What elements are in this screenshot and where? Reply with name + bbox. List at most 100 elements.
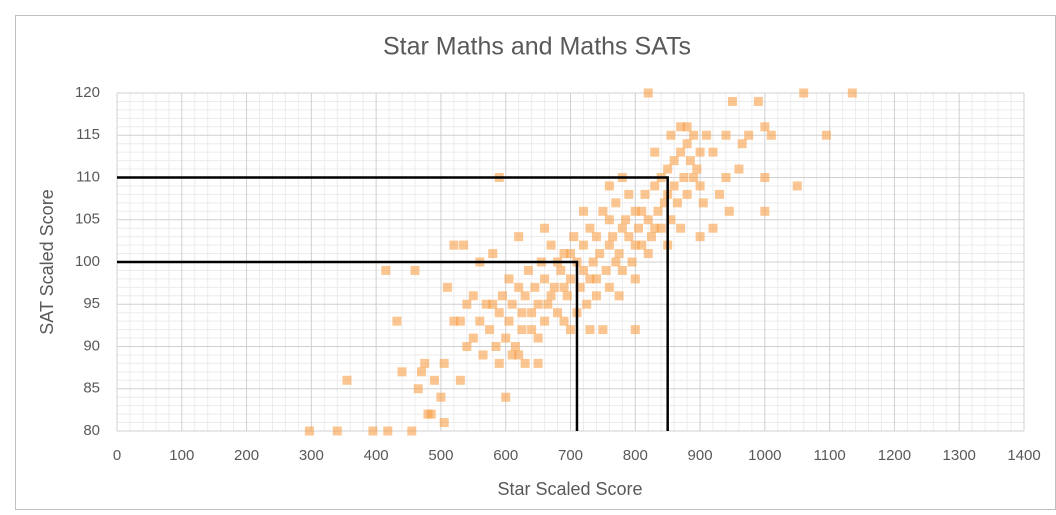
scatter-point <box>689 130 699 140</box>
scatter-point <box>514 232 524 242</box>
scatter-point <box>527 308 537 318</box>
scatter-point <box>578 206 588 216</box>
scatter-point <box>488 299 498 309</box>
scatter-point <box>304 426 314 436</box>
scatter-point <box>724 206 734 216</box>
scatter-point <box>692 164 702 174</box>
y-tick-label: 80 <box>83 422 100 439</box>
scatter-point <box>481 299 491 309</box>
x-tick-label: 600 <box>493 447 518 464</box>
scatter-point <box>695 181 705 191</box>
scatter-point <box>501 392 511 402</box>
x-tick-label: 500 <box>428 447 453 464</box>
scatter-point <box>666 215 676 225</box>
scatter-point <box>475 316 485 326</box>
scatter-point <box>799 88 809 98</box>
x-tick-label: 1300 <box>943 447 976 464</box>
scatter-point <box>617 265 627 275</box>
scatter-point <box>653 206 663 216</box>
scatter-point <box>416 367 426 377</box>
scatter-point <box>462 342 472 351</box>
scatter-point <box>504 274 514 284</box>
scatter-point <box>604 181 614 191</box>
scatter-point <box>715 189 725 199</box>
scatter-point <box>753 96 763 106</box>
y-tick-label: 115 <box>76 126 100 143</box>
scatter-point <box>760 173 770 182</box>
scatter-point <box>676 147 686 157</box>
x-tick-label: 100 <box>169 447 194 464</box>
scatter-point <box>546 240 556 250</box>
scatter-point <box>523 265 533 275</box>
scatter-point <box>656 223 666 233</box>
scatter-point <box>559 249 569 259</box>
scatter-point <box>676 122 686 132</box>
scatter-point <box>604 215 614 225</box>
scatter-point <box>676 223 686 233</box>
scatter-point <box>695 232 705 242</box>
y-tick-label: 105 <box>75 211 100 228</box>
scatter-point <box>442 282 452 292</box>
scatter-point <box>556 265 566 275</box>
scatter-point <box>643 215 653 225</box>
scatter-point <box>666 130 676 140</box>
scatter-point <box>407 426 417 436</box>
scatter-point <box>630 206 640 216</box>
scatter-point <box>585 223 595 233</box>
scatter-point <box>611 198 621 208</box>
scatter-point <box>627 257 637 267</box>
scatter-point <box>578 265 588 275</box>
scatter-point <box>439 358 449 368</box>
chart-title: Star Maths and Maths SATs <box>383 33 691 61</box>
scatter-point <box>646 232 656 242</box>
scatter-point <box>514 282 524 292</box>
scatter-point <box>383 426 393 436</box>
scatter-point <box>721 130 731 140</box>
scatter-point <box>562 291 572 301</box>
scatter-point <box>575 282 585 292</box>
y-tick-label: 95 <box>83 295 100 312</box>
scatter-point <box>504 316 514 326</box>
scatter-point <box>598 325 608 335</box>
scatter-point <box>630 240 640 250</box>
y-tick-label: 90 <box>83 337 100 354</box>
scatter-point <box>624 232 634 242</box>
scatter-point <box>604 240 614 250</box>
scatter-point <box>368 426 378 436</box>
scatter-point <box>530 282 540 292</box>
x-axis-label: Star Scaled Score <box>497 479 642 499</box>
scatter-point <box>637 206 647 216</box>
scatter-point <box>766 130 776 140</box>
scatter-point <box>543 299 553 309</box>
y-tick-label: 110 <box>76 168 100 185</box>
scatter-point <box>494 308 504 318</box>
scatter-point <box>478 350 488 360</box>
scatter-point <box>566 274 575 284</box>
scatter-point <box>621 215 631 225</box>
scatter-point <box>663 164 673 174</box>
scatter-point <box>585 325 595 335</box>
y-tick-label: 100 <box>75 253 100 270</box>
scatter-point <box>591 274 601 284</box>
scatter-point <box>494 358 504 368</box>
reference-line <box>117 260 579 431</box>
x-tick-label: 1200 <box>878 447 911 464</box>
scatter-point <box>436 392 446 402</box>
scatter-point <box>566 325 575 335</box>
scatter-point <box>682 189 692 199</box>
scatter-point <box>614 249 624 259</box>
scatter-point <box>708 147 718 157</box>
scatter-point <box>760 122 770 132</box>
scatter-point <box>630 274 640 284</box>
scatter-point <box>598 206 608 216</box>
scatter-point <box>595 249 605 259</box>
scatter-point <box>608 232 618 242</box>
scatter-point <box>342 375 352 385</box>
scatter-point <box>847 88 857 98</box>
scatter-point <box>744 130 754 140</box>
scatter-point <box>669 181 679 191</box>
scatter-point <box>439 418 449 428</box>
scatter-point <box>617 223 627 233</box>
scatter-point <box>611 257 621 267</box>
scatter-point <box>527 325 537 335</box>
